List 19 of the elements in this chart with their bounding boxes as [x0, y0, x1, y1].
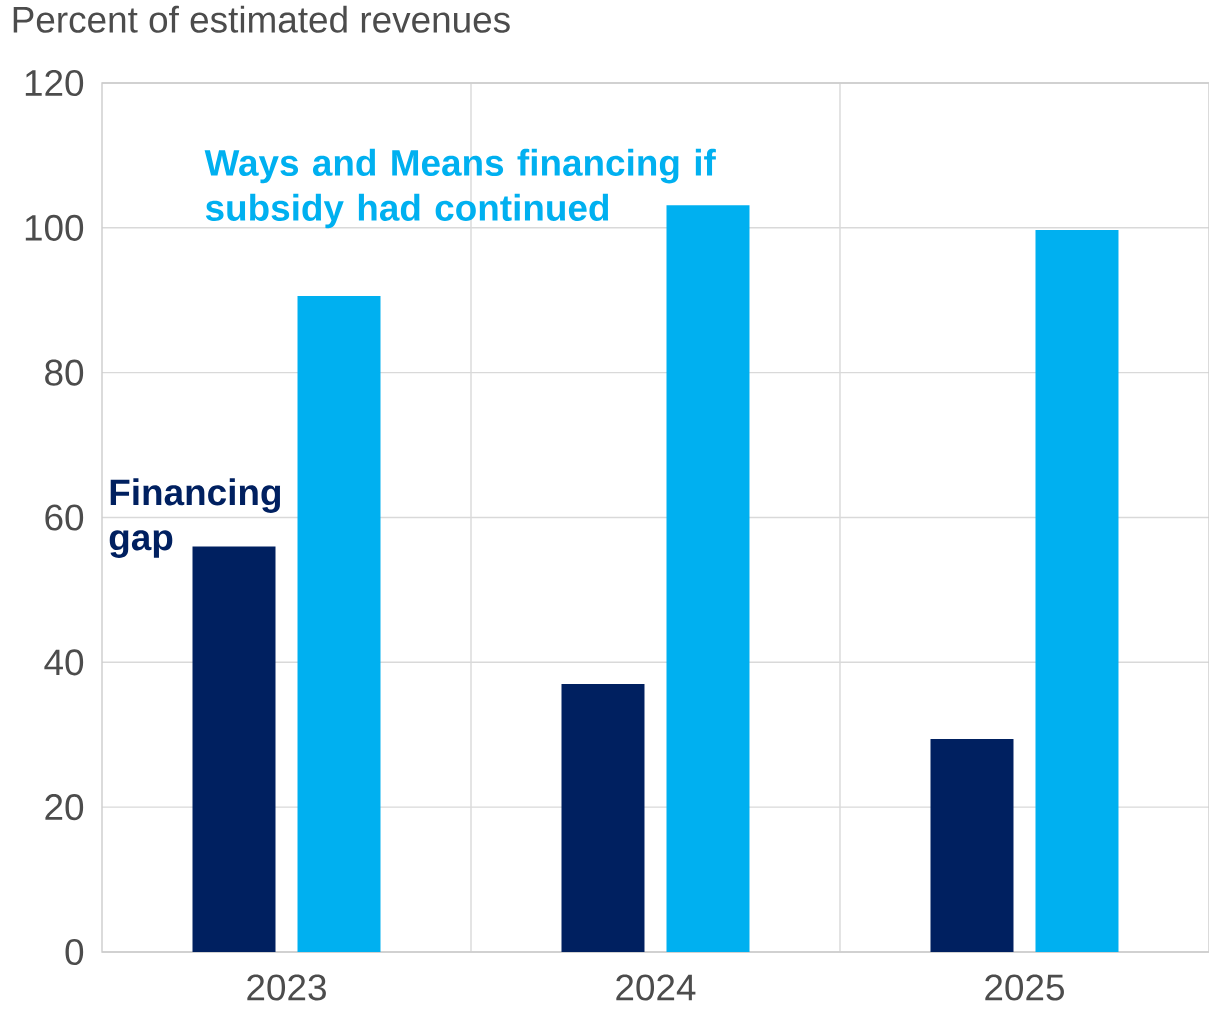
y-tick-label: 100 [25, 214, 84, 241]
y-tick-label: 120 [25, 69, 84, 97]
x-tick-label: 2024 [616, 974, 696, 1001]
x-tick-label: 2023 [247, 974, 326, 1001]
series-label: Financing gap [109, 478, 281, 558]
bar [930, 739, 1014, 952]
y-tick-label: 60 [45, 504, 84, 531]
y-axis-title: Percent of estimated revenues [13, 5, 510, 33]
y-tick-label: 0 [65, 938, 84, 966]
bar [192, 546, 276, 952]
bar [297, 295, 381, 952]
x-tick-label: 2025 [985, 974, 1064, 1001]
bar [1035, 230, 1119, 952]
y-tick-label: 40 [44, 649, 84, 676]
y-tick-label: 20 [45, 794, 84, 821]
bar [666, 205, 750, 952]
bar [561, 684, 645, 952]
series-label: Ways and Means financing if subsidy had continued [204, 148, 716, 229]
y-tick-label: 80 [45, 359, 84, 386]
